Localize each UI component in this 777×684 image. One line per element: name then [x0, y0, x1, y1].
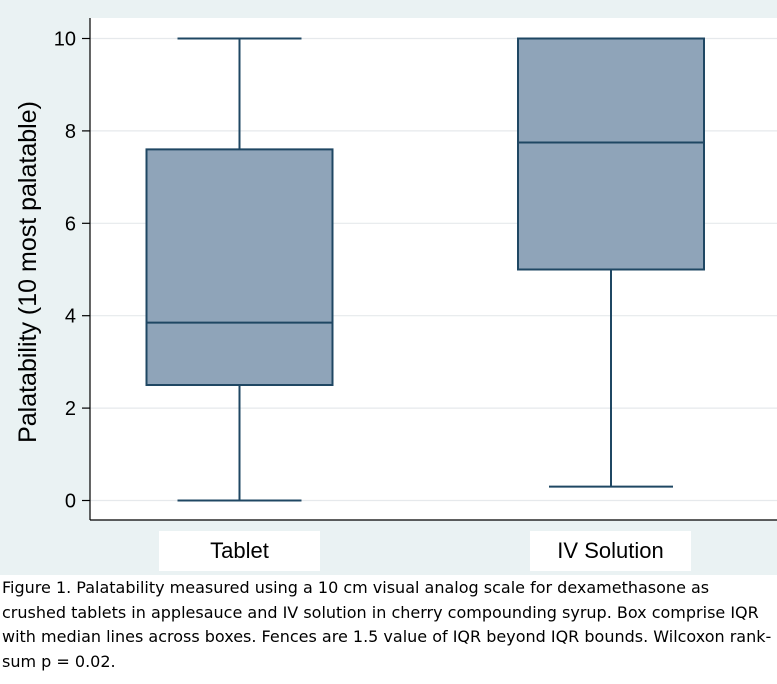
category-label-tablet: Tablet — [159, 531, 320, 571]
y-tick-label: 10 — [54, 29, 76, 51]
category-label-iv-solution: IV Solution — [530, 531, 691, 571]
figure: 0 2 4 6 8 10 Palatability (10 most palatable)… — [0, 0, 777, 575]
y-tick-label: 4 — [65, 306, 76, 328]
box-plot: 0 2 4 6 8 10 Palatability (10 most palatable) — [14, 18, 777, 521]
box-iv-solution — [517, 37, 705, 488]
iqr-box — [145, 148, 334, 386]
y-tick-label: 0 — [65, 491, 76, 513]
y-tick-label: 6 — [65, 213, 76, 235]
box-tablet — [145, 37, 334, 502]
figure-caption: Figure 1. Palatability measured using a … — [2, 578, 772, 671]
y-tick-label: 8 — [65, 121, 76, 143]
category-label-text: Tablet — [210, 538, 269, 563]
y-tick-label: 2 — [65, 398, 76, 420]
category-label-text: IV Solution — [557, 538, 664, 563]
y-axis-label: Palatability (10 most palatable) — [14, 101, 42, 443]
iqr-box — [517, 37, 705, 271]
